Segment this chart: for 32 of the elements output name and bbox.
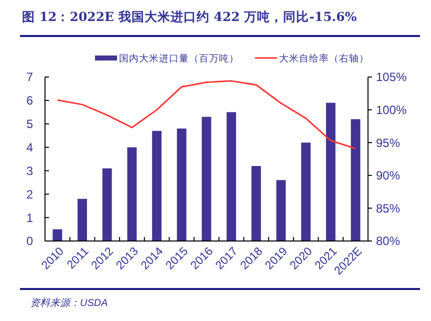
bar <box>52 229 62 241</box>
y-tick-label: 3 <box>26 164 34 178</box>
legend-label: 国内大米进口量（百万吨） <box>119 52 239 64</box>
y-tick-label: 5 <box>26 117 34 132</box>
y-tick-label: 6 <box>26 94 34 108</box>
bar <box>102 168 112 241</box>
bar <box>152 130 162 241</box>
y2-tick-label: 80% <box>376 234 400 248</box>
bar <box>176 128 186 241</box>
bar <box>127 147 137 241</box>
y-tick-label: 7 <box>26 70 34 84</box>
y2-tick-label: 85% <box>376 201 400 216</box>
y2-tick-label: 90% <box>376 168 400 183</box>
bar <box>202 116 212 241</box>
line-series <box>56 80 356 150</box>
bar <box>276 180 286 241</box>
y2-tick-label: 100% <box>376 103 408 117</box>
chart-title: 图 12：2022E 我国大米进口约 422 万吨，同比-15.6% <box>22 9 357 24</box>
bar <box>78 198 87 241</box>
y2-tick-label: 95% <box>376 136 400 150</box>
bar <box>326 102 336 241</box>
legend-label: 大米自给率（右轴） <box>279 52 369 64</box>
bar <box>301 142 311 241</box>
bar <box>226 112 236 241</box>
y-tick-label: 4 <box>26 140 34 154</box>
bar <box>251 166 261 241</box>
bar <box>350 119 360 241</box>
y-tick-label: 1 <box>26 210 34 225</box>
y-tick-label: 2 <box>26 187 34 202</box>
text: 资料来源：USDA <box>30 297 108 309</box>
y2-tick-label: 105% <box>376 70 408 84</box>
y-tick-label: 0 <box>26 234 34 248</box>
